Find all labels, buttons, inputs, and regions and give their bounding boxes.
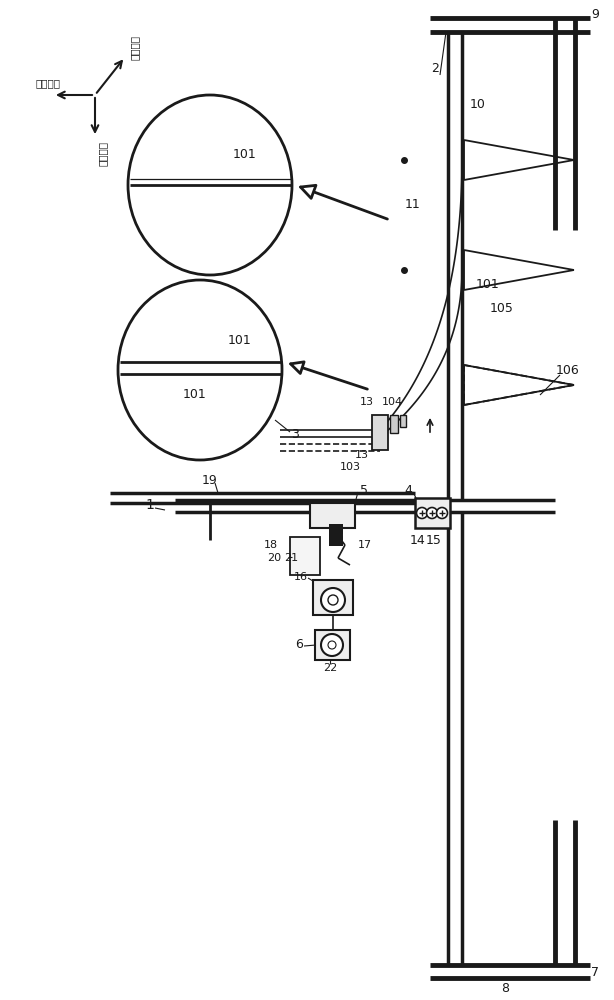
Bar (390, 415, 398, 433)
Text: 19: 19 (202, 474, 218, 487)
Bar (400, 415, 406, 427)
Text: 101: 101 (476, 278, 500, 292)
Circle shape (437, 508, 448, 518)
Circle shape (321, 588, 345, 612)
Text: 8: 8 (501, 982, 509, 994)
Ellipse shape (128, 95, 292, 275)
Text: 11: 11 (405, 198, 421, 212)
Text: 13: 13 (355, 450, 369, 460)
Circle shape (328, 595, 338, 605)
Text: 第二方向: 第二方向 (130, 34, 140, 60)
Ellipse shape (118, 280, 282, 460)
Circle shape (321, 634, 343, 656)
Text: 101: 101 (183, 388, 207, 401)
Text: 13: 13 (360, 397, 374, 407)
Circle shape (427, 508, 438, 518)
Text: 2: 2 (431, 62, 439, 75)
Text: 18: 18 (264, 540, 278, 550)
Text: 10: 10 (470, 99, 486, 111)
Text: 105: 105 (490, 302, 514, 314)
Bar (372, 415, 388, 450)
Text: 第三方向: 第三方向 (35, 78, 60, 88)
Text: 9: 9 (591, 8, 599, 21)
Text: 101: 101 (228, 334, 252, 347)
Text: 17: 17 (358, 540, 372, 550)
Text: 第一方向: 第一方向 (98, 140, 108, 165)
Text: 14: 14 (410, 534, 426, 546)
Bar (415, 498, 450, 528)
Circle shape (416, 508, 427, 518)
Text: 22: 22 (323, 663, 337, 673)
Text: 21: 21 (284, 553, 298, 563)
Text: 6: 6 (295, 639, 303, 652)
Text: 16: 16 (294, 572, 308, 582)
Text: 7: 7 (591, 966, 599, 978)
Text: 20: 20 (267, 553, 281, 563)
Circle shape (328, 641, 336, 649)
Bar (290, 537, 320, 575)
Text: 15: 15 (426, 534, 442, 546)
Text: 4: 4 (404, 484, 412, 496)
Text: 104: 104 (381, 397, 403, 407)
Text: 5: 5 (360, 484, 368, 496)
Text: 101: 101 (233, 148, 257, 161)
Text: 106: 106 (556, 363, 580, 376)
Text: 103: 103 (340, 462, 360, 472)
Text: 1: 1 (146, 498, 155, 512)
Bar (315, 630, 350, 660)
Text: 3: 3 (291, 428, 299, 442)
Bar (313, 580, 353, 615)
Bar (310, 503, 355, 528)
